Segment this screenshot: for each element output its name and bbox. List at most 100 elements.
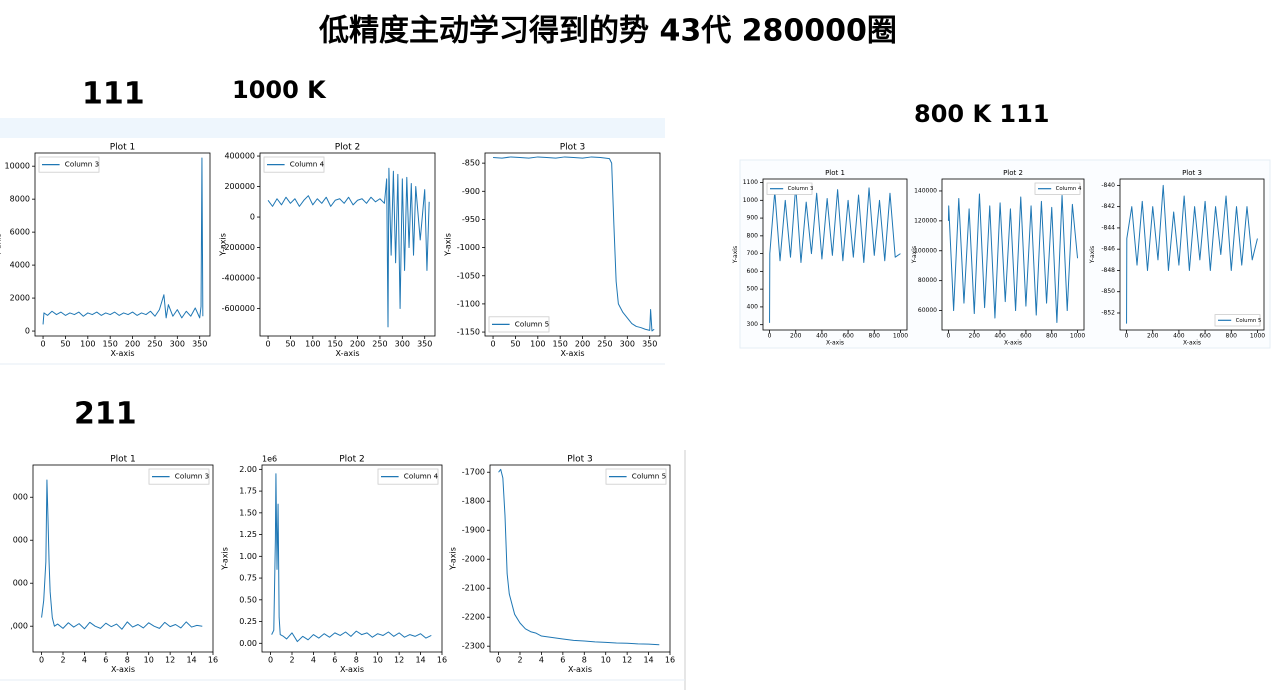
y-tick-label: -842 xyxy=(1101,203,1115,210)
y-tick-label: 200000 xyxy=(224,182,255,191)
plot-title: Plot 2 xyxy=(1003,169,1023,177)
x-tick-label: 1000 xyxy=(1250,333,1265,340)
x-axis-label: X-axis xyxy=(568,665,592,674)
x-tick-label: 12 xyxy=(622,656,632,665)
x-tick-label: 100 xyxy=(80,340,95,349)
legend-label: Column 4 xyxy=(404,472,439,481)
offset-label: 1e6 xyxy=(262,455,277,464)
y-tick-label: -1800 xyxy=(462,497,485,506)
y-tick-label: 140000 xyxy=(914,187,937,194)
y-tick-label: 8000 xyxy=(10,195,30,204)
plot-area xyxy=(32,464,214,653)
data-line xyxy=(498,468,660,646)
x-axis-label: X-axis xyxy=(561,349,585,358)
y-tick-label: 4000 xyxy=(10,261,30,270)
x-tick-label: 0 xyxy=(266,340,271,349)
y-tick-label: -850 xyxy=(462,159,480,168)
y-tick-label: 0 xyxy=(25,327,30,336)
y-tick-label: 0.25 xyxy=(239,617,257,626)
plot-title: Plot 1 xyxy=(110,455,136,465)
y-tick-label: 500 xyxy=(747,286,759,293)
data-line xyxy=(493,156,655,332)
plot-area xyxy=(34,152,211,337)
x-tick-label: 350 xyxy=(642,340,657,349)
y-axis-label: Y-axis xyxy=(1089,246,1096,264)
y-tick-label: -846 xyxy=(1101,246,1115,253)
x-axis-label: X-axis xyxy=(340,665,364,674)
legend-label: Column 3 xyxy=(788,186,814,192)
y-tick-label: -950 xyxy=(462,215,480,224)
x-tick-label: 14 xyxy=(186,656,196,665)
x-tick-label: 0 xyxy=(496,656,501,665)
x-tick-label: 12 xyxy=(394,656,404,665)
y-tick-label: 600 xyxy=(747,268,759,275)
y-axis-label: Y-axis xyxy=(449,547,458,571)
y-tick-label: 0.75 xyxy=(239,574,257,583)
x-tick-label: 300 xyxy=(620,340,635,349)
data-line xyxy=(267,167,430,328)
y-tick-label: 1.25 xyxy=(239,530,257,539)
data-line xyxy=(1126,184,1258,324)
y-tick-label: -600000 xyxy=(222,304,255,313)
y-tick-label: -2000 xyxy=(462,555,485,564)
x-tick-label: 16 xyxy=(665,656,675,665)
x-tick-label: 200 xyxy=(350,340,365,349)
legend-label: Column 5 xyxy=(515,319,549,328)
y-axis-label: Y-axis xyxy=(219,233,228,257)
y-tick-label: 10000 xyxy=(5,162,30,171)
x-tick-label: 50 xyxy=(60,340,70,349)
data-line xyxy=(42,157,204,325)
plot-title: Plot 3 xyxy=(560,143,586,153)
x-axis-label: X-axis xyxy=(336,349,360,358)
x-axis-label: X-axis xyxy=(111,665,135,674)
y-tick-label: 60000 xyxy=(918,307,937,314)
legend-box xyxy=(1214,314,1261,327)
x-tick-label: 0 xyxy=(41,340,46,349)
legend-box xyxy=(605,468,667,485)
section-label: 1000 K xyxy=(232,76,327,104)
y-tick-label: 6000 xyxy=(10,228,30,237)
legend-box xyxy=(148,468,210,485)
y-tick-label: 80000 xyxy=(918,277,937,284)
y-tick-label: 900 xyxy=(747,215,759,222)
x-tick-label: 200 xyxy=(969,333,981,340)
y-tick-label: 0.00 xyxy=(239,639,257,648)
x-tick-label: 2 xyxy=(60,656,65,665)
y-tick-label: 100000 xyxy=(914,247,937,254)
legend-box xyxy=(488,316,550,333)
y-tick-label: 400 xyxy=(747,303,759,310)
x-tick-label: 200 xyxy=(125,340,140,349)
x-tick-label: 4 xyxy=(539,656,544,665)
y-tick-label: -1000 xyxy=(457,243,480,252)
y-tick-label: -852 xyxy=(1101,309,1115,316)
x-tick-label: 8 xyxy=(354,656,359,665)
y-tick-label: -1900 xyxy=(462,526,485,535)
x-tick-label: 2 xyxy=(517,656,522,665)
x-tick-label: 800 xyxy=(1226,333,1238,340)
x-tick-label: 600 xyxy=(842,333,854,340)
x-tick-label: 4 xyxy=(311,656,316,665)
x-tick-label: 0 xyxy=(491,340,496,349)
legend-box xyxy=(1034,182,1081,195)
legend-label: Column 5 xyxy=(632,472,666,481)
x-tick-label: 12 xyxy=(165,656,175,665)
y-tick-label: 1100 xyxy=(743,179,758,186)
x-tick-label: 6 xyxy=(103,656,108,665)
y-tick-label: -400000 xyxy=(222,274,255,283)
x-tick-label: 800 xyxy=(1046,333,1058,340)
x-tick-label: 0 xyxy=(1125,333,1129,340)
plot-area xyxy=(259,152,436,337)
y-axis-label: Y-axis xyxy=(0,233,3,257)
y-tick-label: -850 xyxy=(1101,288,1115,295)
panel-strip xyxy=(0,118,665,138)
y-tick-label: 700 xyxy=(747,250,759,257)
y-axis-label: Y-axis xyxy=(444,233,453,257)
y-tick-label: -200000 xyxy=(222,243,255,252)
legend-label: Column 4 xyxy=(290,160,325,169)
y-tick-label: 300 xyxy=(747,321,759,328)
x-tick-label: 400 xyxy=(1173,333,1185,340)
data-line xyxy=(947,193,1079,324)
y-tick-label: -848 xyxy=(1101,267,1115,274)
x-tick-label: 200 xyxy=(575,340,590,349)
